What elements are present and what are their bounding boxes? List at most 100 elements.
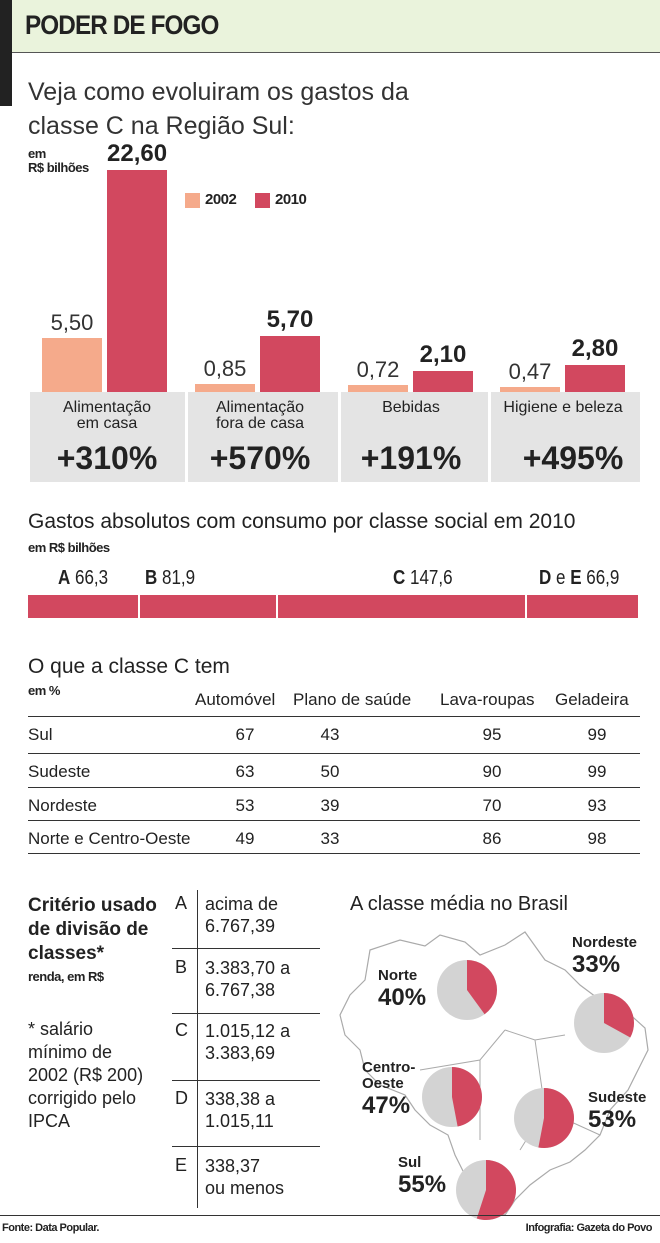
region-label: Norte 40%	[378, 968, 426, 1012]
region-name: Oeste	[362, 1075, 404, 1092]
table-cell: 39	[320, 796, 340, 815]
footer-rule	[0, 1215, 660, 1216]
class-bar-segment	[28, 595, 138, 618]
bar-2010	[565, 364, 625, 392]
criteria-title-line: Critério usado	[28, 895, 157, 916]
region-name: Nordeste	[572, 934, 638, 951]
bar-value-label: 2,10	[419, 341, 467, 369]
bar-value-label: 2,80	[571, 334, 619, 362]
table-cell: 63	[235, 762, 255, 781]
row-region: Sul	[28, 725, 53, 744]
category-label: Higiene e beleza	[488, 400, 638, 416]
growth-percent: +310%	[56, 440, 158, 476]
pie-slice-centro-oeste	[452, 1067, 482, 1127]
criteria-divider	[172, 1080, 320, 1081]
range-line: 6.767,38	[205, 980, 276, 1000]
criteria-range: 338,37 ou menos	[205, 1155, 284, 1199]
row-divider	[28, 820, 640, 821]
row-divider	[28, 716, 640, 717]
table-cell: 43	[320, 725, 340, 744]
class-letter: A	[58, 567, 71, 589]
region-name: Sudeste	[588, 1089, 647, 1106]
region-label: Sul 55%	[398, 1155, 446, 1199]
range-line: 1.015,11	[205, 1111, 274, 1131]
category-label: Alimentação fora de casa	[185, 400, 335, 432]
range-line: ou menos	[205, 1178, 285, 1198]
criteria-range: acima de 6.767,39	[205, 893, 278, 937]
criteria-title-line: classes*	[28, 943, 105, 964]
unit-label: em R$ bilhões	[28, 540, 110, 555]
class-sep: e	[551, 567, 571, 589]
bar-2002	[348, 384, 408, 392]
category-line: Alimentação	[62, 399, 152, 416]
column-header: Lava-roupas	[440, 690, 535, 709]
pie-slice-sudeste	[538, 1088, 575, 1148]
bar-2002	[195, 383, 255, 392]
source-text: Fonte: Data Popular.	[2, 1222, 99, 1234]
column-header: Automóvel	[195, 690, 276, 709]
category-line: em casa	[76, 415, 138, 432]
legend-label-2010: 2010	[275, 191, 307, 208]
criteria-letter: E	[175, 1155, 188, 1175]
class-letter: D	[539, 567, 552, 589]
bar-value-label: 5,70	[266, 306, 314, 334]
class-label: A 66,3	[58, 567, 108, 590]
row-divider	[28, 853, 640, 854]
bar-2002	[500, 387, 560, 392]
divider	[185, 392, 188, 482]
class-bar-segment	[139, 595, 277, 618]
range-line: 3.383,69	[205, 1043, 276, 1063]
criteria-range: 3.383,70 a 6.767,38	[205, 957, 290, 1001]
bar-2010	[107, 170, 167, 392]
class-value: 66,9	[586, 567, 620, 589]
credit-text: Infografia: Gazeta do Povo	[525, 1222, 653, 1234]
table-cell: 33	[320, 829, 340, 848]
table-cell: 49	[235, 829, 255, 848]
category-line: Higiene e beleza	[503, 399, 623, 416]
subtitle-line1: Veja como evoluiram os gastos da	[28, 78, 409, 106]
note-line: mínimo de	[28, 1042, 113, 1062]
bar-2010	[413, 371, 473, 392]
range-line: 338,38 a	[205, 1089, 276, 1109]
bar-value-label: 5,50	[50, 309, 94, 335]
section-title-map: A classe média no Brasil	[350, 893, 568, 915]
brazil-outline	[339, 931, 649, 1216]
criteria-note: * salário mínimo de 2002 (R$ 200) corrig…	[28, 1018, 143, 1133]
criteria-divider	[172, 1013, 320, 1014]
range-line: 3.383,70 a	[205, 958, 291, 978]
row-divider	[28, 787, 640, 788]
region-label: Nordeste 33%	[572, 935, 637, 979]
accent-bar	[0, 0, 12, 106]
criteria-letter: A	[175, 893, 188, 913]
class-letter: B	[144, 567, 158, 589]
bar-2010	[260, 336, 320, 392]
criteria-title: Critério usado de divisão de classes*	[28, 894, 157, 966]
legend-swatch-2010	[255, 193, 270, 208]
region-percent: 47%	[362, 1092, 411, 1119]
bar-value-label: 0,47	[508, 359, 552, 385]
class-bar-segment	[278, 595, 526, 618]
unit-label: em %	[28, 683, 60, 698]
page-title: PODER DE FOGO	[25, 10, 219, 40]
region-name: Sul	[398, 1154, 422, 1171]
divider	[338, 392, 341, 482]
category-label: Alimentação em casa	[32, 400, 182, 432]
pie-slice-norte	[467, 960, 497, 1015]
growth-percent: +191%	[360, 440, 462, 476]
criteria-letter: C	[175, 1020, 188, 1040]
column-header: Geladeira	[555, 690, 629, 709]
region-label: Sudeste 53%	[588, 1090, 646, 1134]
note-line: IPCA	[28, 1111, 71, 1131]
pie-slice-sul	[476, 1160, 516, 1220]
criteria-title-line: de divisão de	[28, 919, 149, 940]
criteria-divider	[172, 948, 320, 949]
criteria-letter: B	[175, 957, 188, 977]
category-line: fora de casa	[215, 415, 305, 432]
divider	[488, 392, 491, 482]
table-cell: 99	[587, 725, 607, 744]
region-percent: 55%	[398, 1171, 447, 1198]
region-name: Centro-	[362, 1059, 416, 1076]
range-line: 1.015,12 a	[205, 1021, 291, 1041]
class-bar-segment	[527, 595, 638, 618]
bar-2002	[42, 337, 102, 392]
